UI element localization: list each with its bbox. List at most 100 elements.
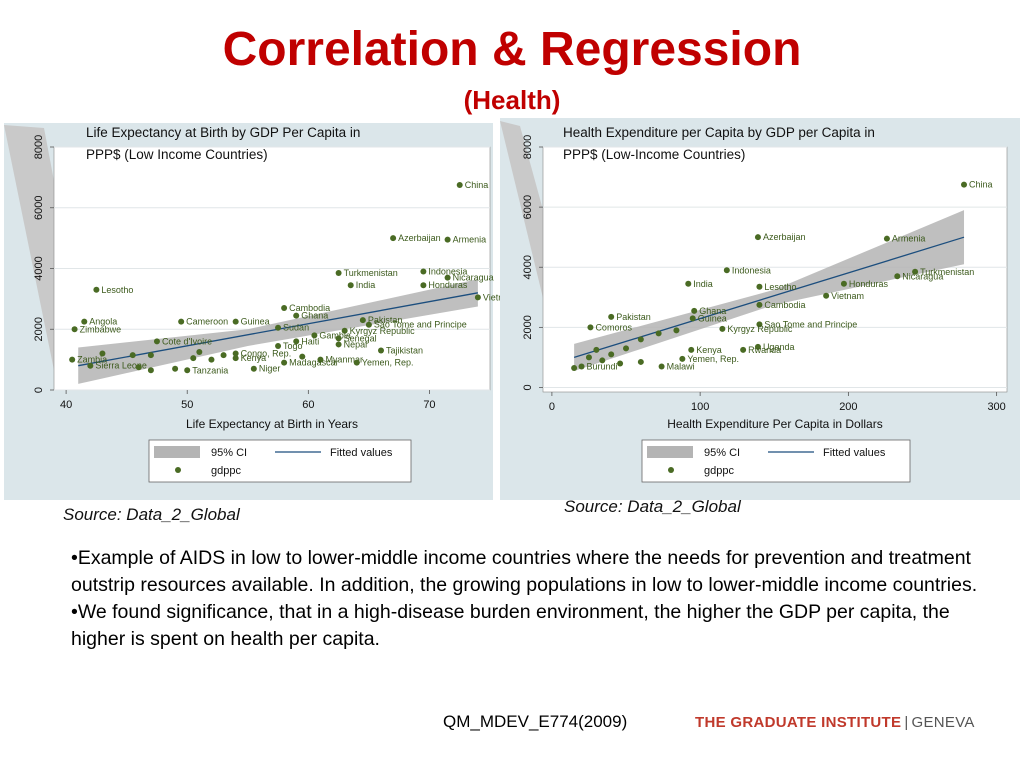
point-label: Cameroon [186, 317, 228, 327]
data-point [961, 181, 968, 188]
y-tick-label: 4000 [33, 256, 45, 280]
point-label: Guinea [241, 317, 270, 327]
point-label: Armenia [892, 234, 926, 244]
logo-separator: | [904, 714, 909, 731]
data-point [135, 364, 142, 371]
data-point [587, 324, 594, 331]
point-label: Angola [89, 317, 117, 327]
data-point [608, 313, 615, 320]
data-point [93, 286, 100, 293]
chart-1-source: Source: Data_2_Global [63, 505, 240, 524]
point-label: Cote d'Ivoire [162, 336, 212, 346]
data-point [689, 315, 696, 322]
data-point [275, 342, 282, 349]
data-point [335, 335, 342, 342]
data-point [754, 343, 761, 350]
point-label: Kenya [241, 353, 267, 363]
point-label: Cambodia [764, 300, 805, 310]
point-label: Nepal [344, 339, 368, 349]
legend-ci-swatch [154, 446, 200, 458]
data-point [378, 347, 384, 354]
data-point [335, 341, 342, 348]
y-tick-label: 6000 [522, 195, 534, 219]
point-label: Ghana [301, 311, 328, 321]
data-point [578, 363, 585, 370]
data-point [353, 359, 360, 366]
point-label: Zimbabwe [80, 324, 122, 334]
data-point [293, 312, 300, 319]
data-point [420, 282, 427, 289]
y-tick-label: 0 [33, 387, 45, 393]
logo-main-text: THE GRADUATE INSTITUTE [695, 714, 902, 731]
slide-title: Correlation & Regression [222, 23, 802, 76]
data-point [232, 350, 239, 357]
legend-points-label: gdppc [211, 465, 241, 477]
data-point [420, 268, 427, 275]
y-tick-label: 8000 [33, 135, 45, 159]
x-tick-label: 60 [302, 399, 314, 411]
data-point [617, 360, 624, 367]
data-point [311, 332, 318, 339]
point-label: Turkmenistan [344, 268, 398, 278]
x-axis-label: Life Expectancy at Birth in Years [186, 417, 358, 431]
legend-point-swatch [668, 467, 674, 473]
x-axis-label: Health Expenditure Per Capita in Dollars [667, 417, 882, 431]
data-point [571, 364, 578, 371]
point-label: Honduras [428, 280, 468, 290]
point-label: Uganda [763, 342, 795, 352]
point-label: Togo [283, 341, 303, 351]
point-label: China [969, 180, 993, 190]
point-label: Yemen, Rep. [362, 358, 414, 368]
data-point [147, 367, 154, 374]
point-label: Senegal [344, 333, 377, 343]
slide-subtitle: (Health) [463, 85, 561, 115]
data-point [623, 345, 630, 352]
point-label: Nicaragua [902, 271, 943, 281]
data-point [912, 268, 919, 275]
data-point [599, 357, 606, 364]
point-label: Yemen, Rep. [687, 354, 739, 364]
point-label: Vietnam [831, 291, 864, 301]
data-point [220, 352, 227, 359]
point-label: Honduras [849, 279, 889, 289]
point-label: Indonesia [428, 267, 467, 277]
x-tick-label: 100 [691, 401, 709, 413]
legend-ci-label: 95% CI [704, 447, 740, 459]
x-tick-label: 50 [181, 399, 193, 411]
point-label: Kenya [696, 345, 722, 355]
chart-2: 0 2000 4000 6000 8000 0 100 200 300 Health Expend… [500, 118, 1020, 500]
point-label: Guinea [698, 313, 727, 323]
data-point [655, 330, 662, 337]
data-point [637, 358, 644, 365]
data-point [184, 367, 191, 374]
point-label: Ghana [699, 306, 726, 316]
point-label: Comoros [595, 322, 632, 332]
data-point [147, 352, 154, 359]
data-point [637, 336, 644, 343]
data-point [69, 356, 76, 363]
point-label: Vietnam [483, 292, 516, 302]
point-label: Kyrgyz Republic [727, 324, 793, 334]
point-label: Madagascar [289, 358, 339, 368]
point-label: Turkmenistan [920, 267, 974, 277]
data-point [593, 346, 600, 353]
data-point [281, 359, 288, 366]
data-point [719, 325, 726, 332]
data-point [685, 280, 692, 287]
data-point [754, 234, 761, 241]
chart-title: PPP$ (Low-Income Countries) [563, 147, 745, 162]
legend-ci-label: 95% CI [211, 447, 247, 459]
point-label: Sao Tome and Principe [764, 319, 857, 329]
point-label: Zambia [77, 355, 107, 365]
legend-fit-label: Fitted values [330, 447, 393, 459]
data-point [691, 307, 698, 314]
legend-fit-label: Fitted values [823, 447, 886, 459]
data-point [281, 304, 288, 311]
chart-title: Health Expenditure per Capita by GDP per… [563, 125, 875, 140]
data-point [444, 274, 451, 281]
x-tick-label: 0 [549, 401, 555, 413]
point-label: Pakistan [368, 315, 403, 325]
point-label: Kyrgyz Republic [350, 326, 416, 336]
point-label: Sao Tome and Principe [374, 320, 467, 330]
